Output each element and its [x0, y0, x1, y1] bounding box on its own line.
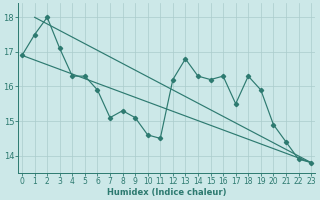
X-axis label: Humidex (Indice chaleur): Humidex (Indice chaleur) — [107, 188, 226, 197]
